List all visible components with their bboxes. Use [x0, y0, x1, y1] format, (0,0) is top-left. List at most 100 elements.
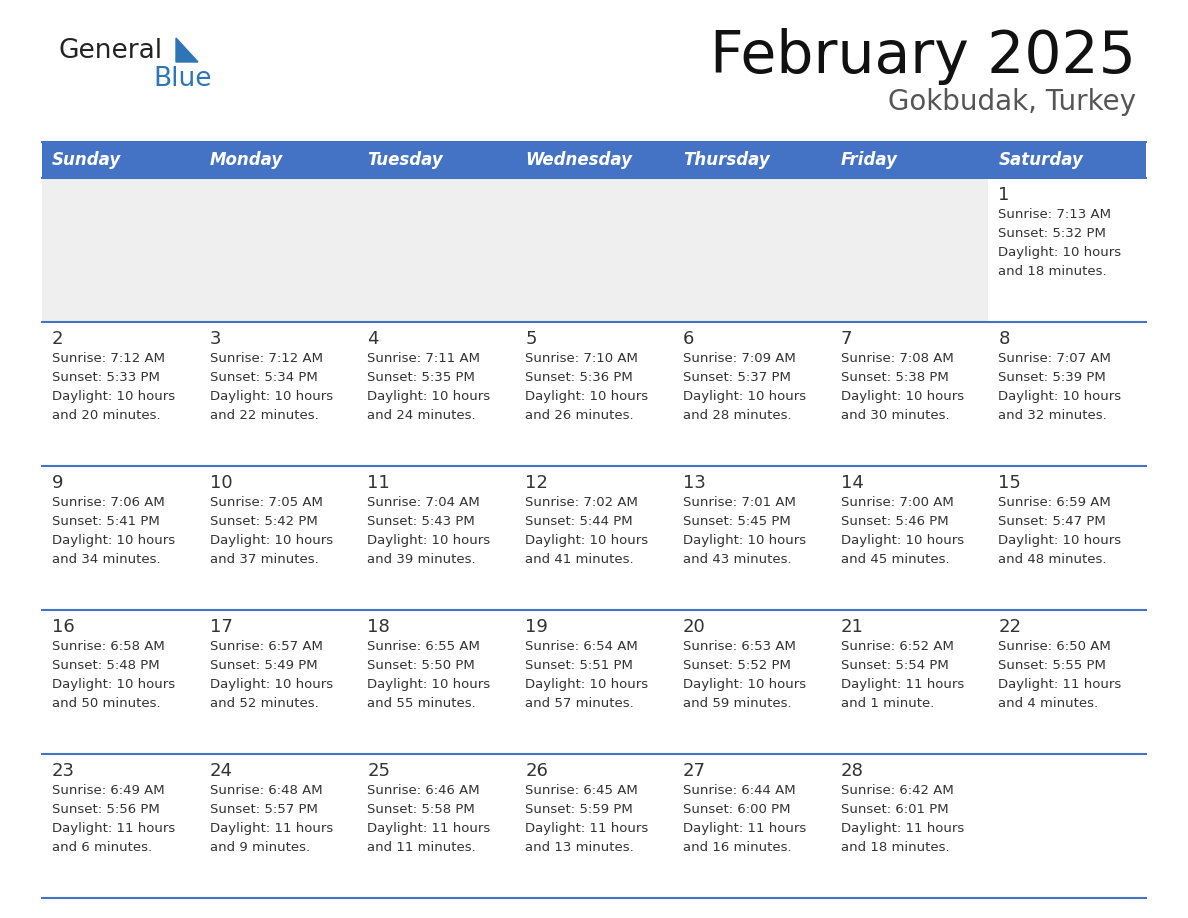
Bar [516, 178, 672, 322]
Text: and 22 minutes.: and 22 minutes. [210, 409, 318, 422]
Text: and 45 minutes.: and 45 minutes. [841, 553, 949, 566]
Text: 6: 6 [683, 330, 694, 348]
Text: 3: 3 [210, 330, 221, 348]
Text: Sunset: 5:42 PM: Sunset: 5:42 PM [210, 515, 317, 528]
Text: Sunrise: 7:00 AM: Sunrise: 7:00 AM [841, 496, 953, 509]
Text: Daylight: 11 hours: Daylight: 11 hours [841, 822, 963, 835]
Text: Wednesday: Wednesday [525, 151, 632, 169]
Text: Tuesday: Tuesday [367, 151, 443, 169]
Text: 17: 17 [210, 618, 233, 636]
Text: Sunrise: 6:46 AM: Sunrise: 6:46 AM [367, 784, 480, 797]
Text: 12: 12 [525, 474, 548, 492]
Text: Sunset: 5:39 PM: Sunset: 5:39 PM [998, 371, 1106, 384]
Text: Saturday: Saturday [998, 151, 1083, 169]
Text: 15: 15 [998, 474, 1022, 492]
Text: Daylight: 10 hours: Daylight: 10 hours [367, 390, 491, 403]
Text: Monday: Monday [210, 151, 283, 169]
Text: and 34 minutes.: and 34 minutes. [52, 553, 160, 566]
Bar [358, 610, 516, 754]
Text: Sunset: 5:47 PM: Sunset: 5:47 PM [998, 515, 1106, 528]
Text: Sunrise: 7:08 AM: Sunrise: 7:08 AM [841, 352, 953, 365]
Text: February 2025: February 2025 [710, 28, 1136, 85]
Text: Sunrise: 7:12 AM: Sunrise: 7:12 AM [210, 352, 323, 365]
Text: and 9 minutes.: and 9 minutes. [210, 841, 310, 854]
Bar [200, 322, 358, 466]
Text: Sunrise: 6:45 AM: Sunrise: 6:45 AM [525, 784, 638, 797]
Text: Sunrise: 6:55 AM: Sunrise: 6:55 AM [367, 640, 480, 653]
Text: Sunrise: 6:49 AM: Sunrise: 6:49 AM [52, 784, 165, 797]
Text: 4: 4 [367, 330, 379, 348]
Text: and 37 minutes.: and 37 minutes. [210, 553, 318, 566]
Text: 20: 20 [683, 618, 706, 636]
Text: Daylight: 10 hours: Daylight: 10 hours [841, 534, 963, 547]
Text: 5: 5 [525, 330, 537, 348]
Bar [200, 610, 358, 754]
Text: Blue: Blue [153, 66, 211, 92]
Text: and 48 minutes.: and 48 minutes. [998, 553, 1107, 566]
Text: Daylight: 11 hours: Daylight: 11 hours [52, 822, 176, 835]
Text: Sunset: 5:51 PM: Sunset: 5:51 PM [525, 659, 633, 672]
Text: Sunset: 5:49 PM: Sunset: 5:49 PM [210, 659, 317, 672]
Text: Sunrise: 6:44 AM: Sunrise: 6:44 AM [683, 784, 796, 797]
Text: Sunrise: 6:58 AM: Sunrise: 6:58 AM [52, 640, 165, 653]
Bar [672, 610, 830, 754]
Text: Daylight: 11 hours: Daylight: 11 hours [525, 822, 649, 835]
Text: Daylight: 10 hours: Daylight: 10 hours [683, 534, 805, 547]
Text: Daylight: 11 hours: Daylight: 11 hours [998, 678, 1121, 691]
Text: 23: 23 [52, 762, 75, 780]
Bar [42, 754, 200, 898]
Text: Daylight: 10 hours: Daylight: 10 hours [210, 534, 333, 547]
Text: and 41 minutes.: and 41 minutes. [525, 553, 633, 566]
Bar [830, 178, 988, 322]
Text: Daylight: 10 hours: Daylight: 10 hours [998, 390, 1121, 403]
Text: and 50 minutes.: and 50 minutes. [52, 697, 160, 710]
Text: Sunrise: 7:11 AM: Sunrise: 7:11 AM [367, 352, 480, 365]
Text: Daylight: 10 hours: Daylight: 10 hours [210, 678, 333, 691]
Text: Sunset: 5:35 PM: Sunset: 5:35 PM [367, 371, 475, 384]
Text: Daylight: 10 hours: Daylight: 10 hours [367, 678, 491, 691]
Text: Sunrise: 7:10 AM: Sunrise: 7:10 AM [525, 352, 638, 365]
Text: Sunrise: 6:57 AM: Sunrise: 6:57 AM [210, 640, 323, 653]
Text: 7: 7 [841, 330, 852, 348]
Text: 1: 1 [998, 186, 1010, 204]
Text: Sunset: 5:34 PM: Sunset: 5:34 PM [210, 371, 317, 384]
Text: Daylight: 10 hours: Daylight: 10 hours [683, 390, 805, 403]
Text: Sunrise: 7:01 AM: Sunrise: 7:01 AM [683, 496, 796, 509]
Bar [830, 610, 988, 754]
Text: 24: 24 [210, 762, 233, 780]
Text: Sunrise: 6:50 AM: Sunrise: 6:50 AM [998, 640, 1111, 653]
Text: and 43 minutes.: and 43 minutes. [683, 553, 791, 566]
Text: Daylight: 10 hours: Daylight: 10 hours [525, 390, 649, 403]
Bar [358, 754, 516, 898]
Text: Sunrise: 7:09 AM: Sunrise: 7:09 AM [683, 352, 796, 365]
Bar [516, 466, 672, 610]
Text: Sunrise: 6:52 AM: Sunrise: 6:52 AM [841, 640, 954, 653]
Text: Sunset: 5:32 PM: Sunset: 5:32 PM [998, 227, 1106, 240]
Text: Daylight: 10 hours: Daylight: 10 hours [52, 678, 175, 691]
Text: 13: 13 [683, 474, 706, 492]
Bar [988, 754, 1146, 898]
Text: Daylight: 10 hours: Daylight: 10 hours [525, 678, 649, 691]
Text: Sunset: 6:00 PM: Sunset: 6:00 PM [683, 803, 790, 816]
Text: 16: 16 [52, 618, 75, 636]
Text: Thursday: Thursday [683, 151, 770, 169]
Text: and 4 minutes.: and 4 minutes. [998, 697, 1099, 710]
Polygon shape [176, 38, 198, 62]
Bar [830, 754, 988, 898]
Bar [988, 178, 1146, 322]
Text: Sunrise: 7:06 AM: Sunrise: 7:06 AM [52, 496, 165, 509]
Bar [42, 610, 200, 754]
Bar [42, 466, 200, 610]
Text: Daylight: 11 hours: Daylight: 11 hours [367, 822, 491, 835]
Text: Sunset: 5:54 PM: Sunset: 5:54 PM [841, 659, 948, 672]
Bar [516, 610, 672, 754]
Text: Sunrise: 6:48 AM: Sunrise: 6:48 AM [210, 784, 322, 797]
Text: Sunset: 5:50 PM: Sunset: 5:50 PM [367, 659, 475, 672]
Text: and 24 minutes.: and 24 minutes. [367, 409, 476, 422]
Text: Sunset: 5:41 PM: Sunset: 5:41 PM [52, 515, 159, 528]
Text: 19: 19 [525, 618, 548, 636]
Text: General: General [58, 38, 162, 64]
Text: and 39 minutes.: and 39 minutes. [367, 553, 476, 566]
Bar [672, 466, 830, 610]
Text: Sunrise: 6:53 AM: Sunrise: 6:53 AM [683, 640, 796, 653]
